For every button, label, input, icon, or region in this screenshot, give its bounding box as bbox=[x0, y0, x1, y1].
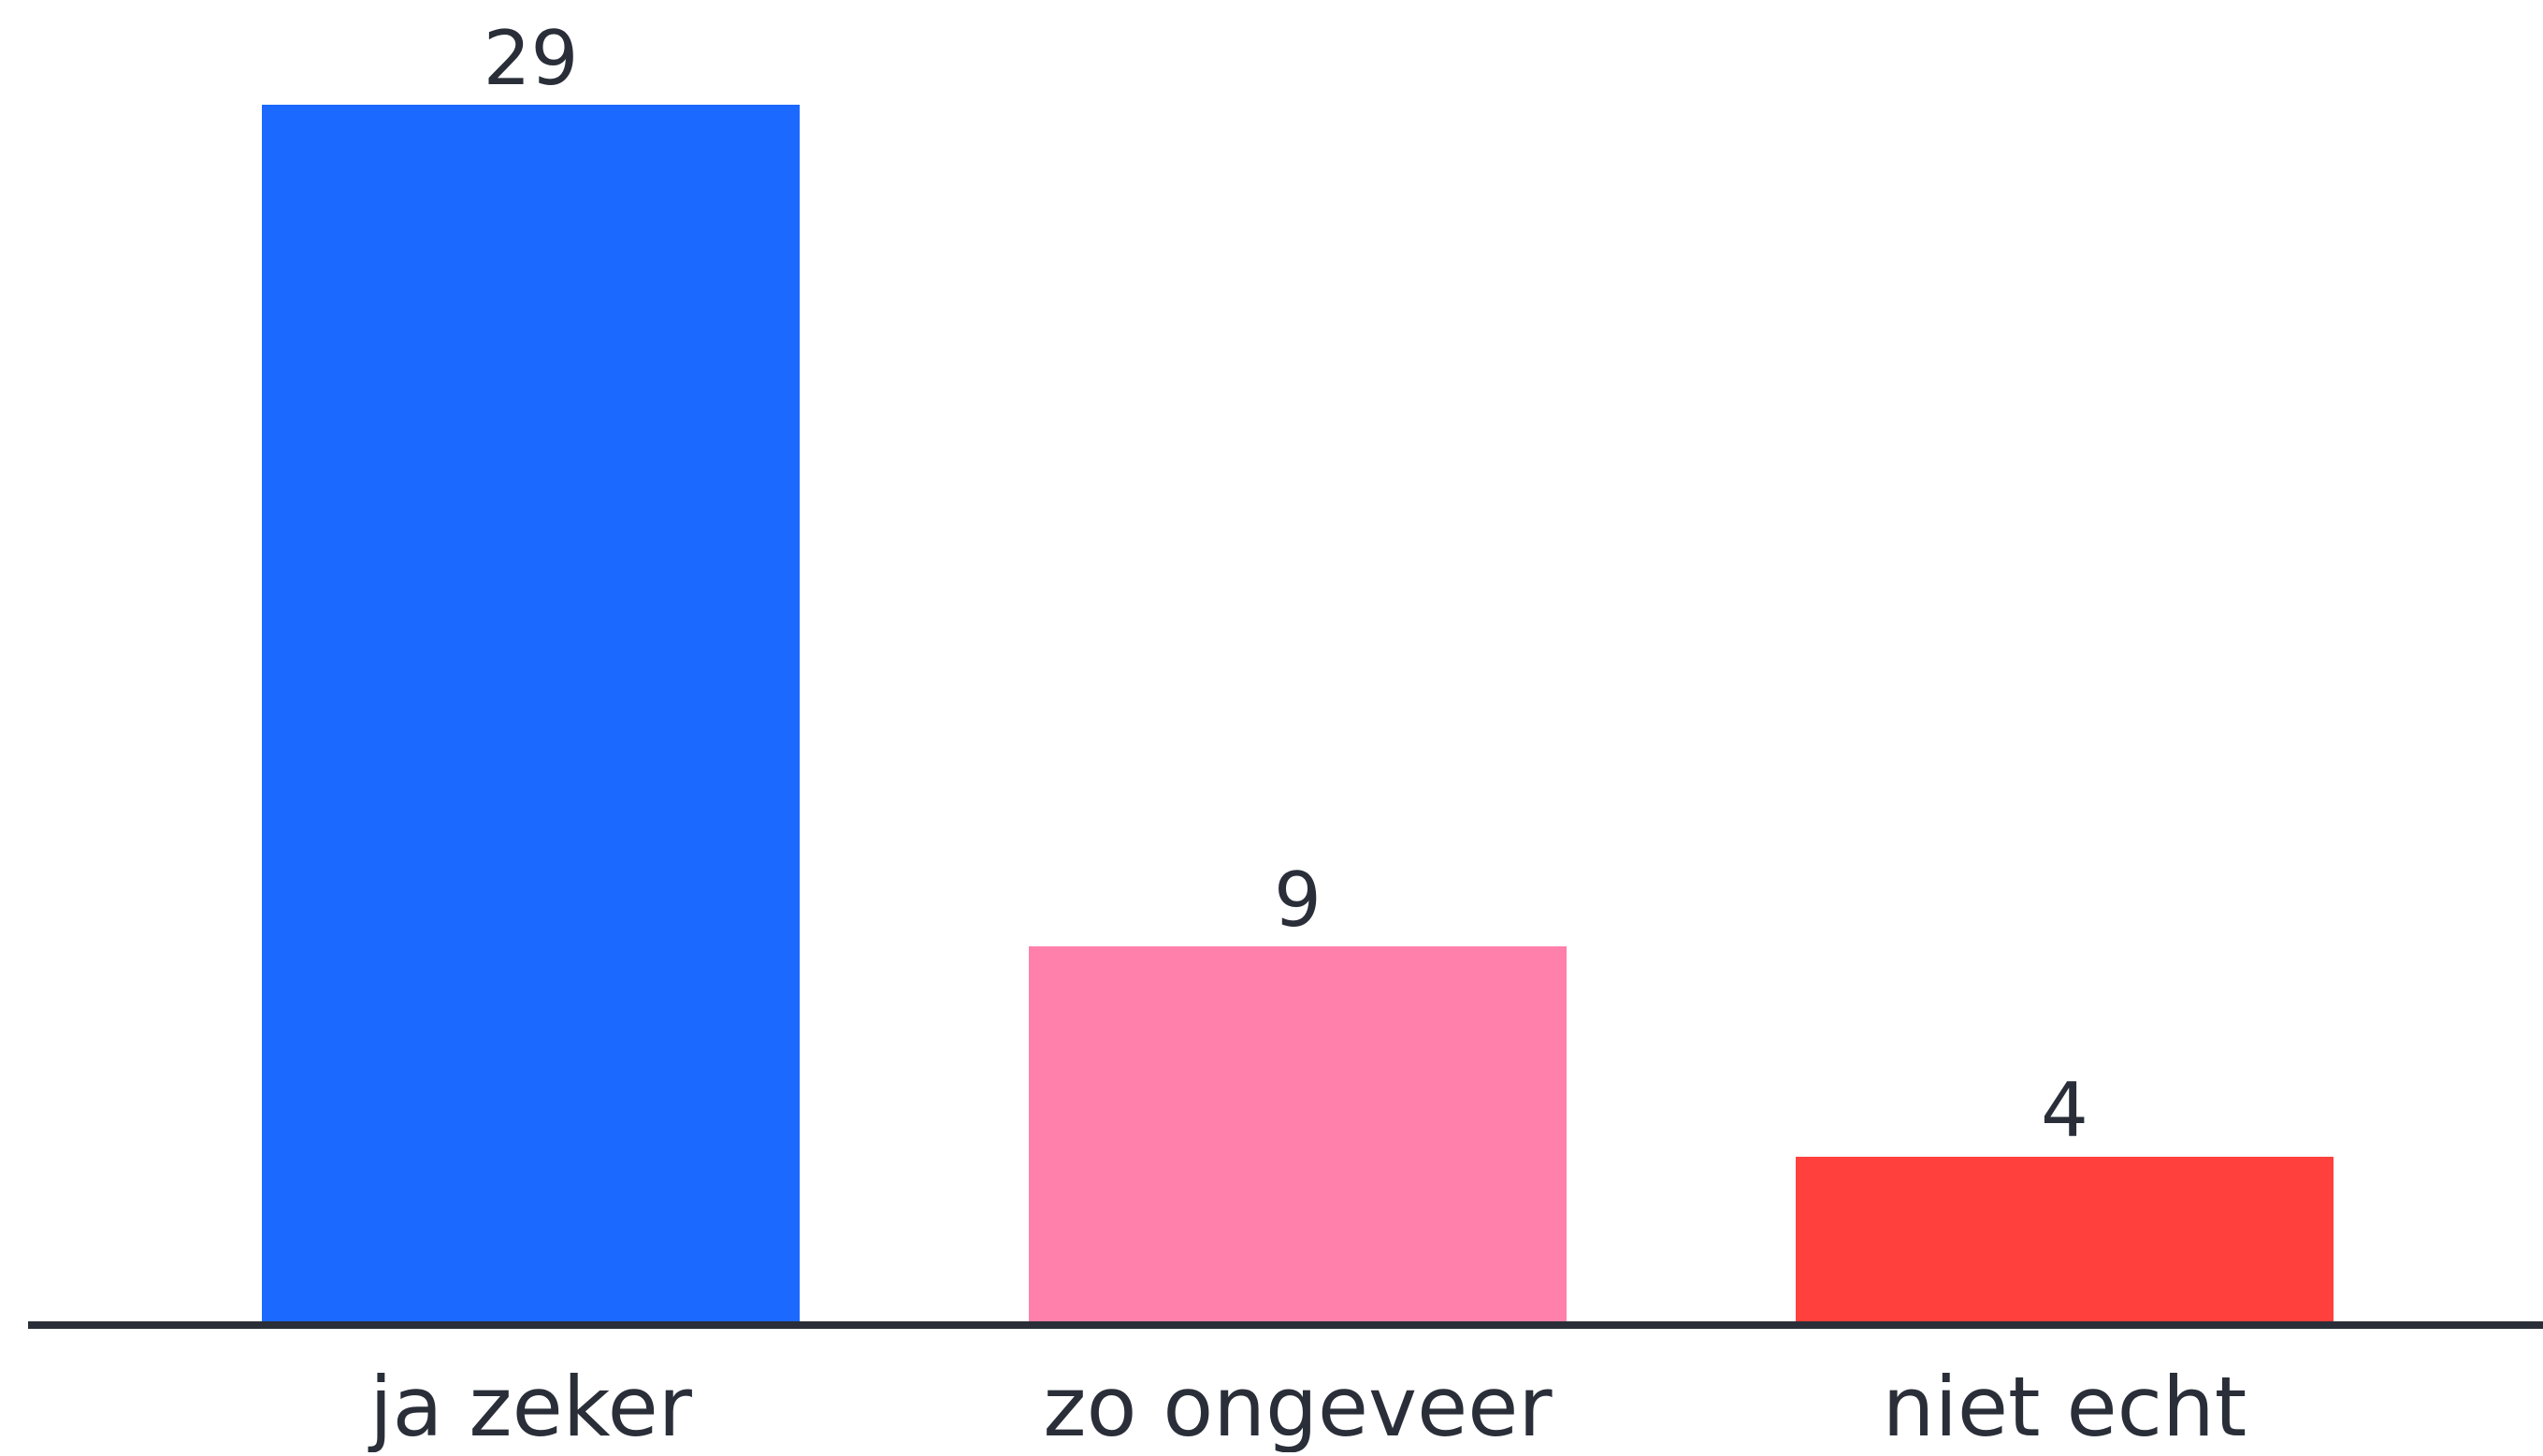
x-tick-label-2: niet echt bbox=[1883, 1359, 2247, 1452]
x-tick-label-1: zo ongeveer bbox=[1043, 1359, 1553, 1452]
value-label-0: 29 bbox=[484, 15, 579, 102]
x-tick-label-0: ja zeker bbox=[368, 1359, 693, 1452]
value-label-1: 9 bbox=[1274, 857, 1322, 944]
value-label-2: 4 bbox=[2041, 1067, 2088, 1154]
bars-layer bbox=[262, 105, 2333, 1325]
bar-0 bbox=[262, 105, 800, 1325]
x-tick-labels-layer: ja zeker zo ongeveer niet echt bbox=[368, 1359, 2247, 1455]
bar-2 bbox=[1796, 1157, 2333, 1325]
value-labels-layer: 29 9 4 bbox=[484, 15, 2088, 1154]
bar-1 bbox=[1029, 946, 1567, 1325]
